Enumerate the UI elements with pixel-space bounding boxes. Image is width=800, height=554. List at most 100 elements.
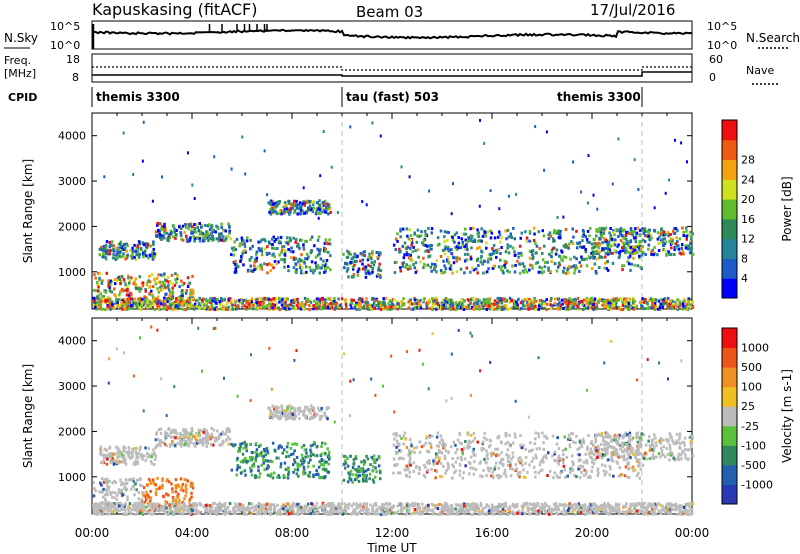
power-echo-cell <box>255 298 258 302</box>
power-echo-cell <box>495 301 499 305</box>
power-echo-cell <box>592 251 595 255</box>
power-echo-cell <box>482 298 486 302</box>
velocity-echo-cell <box>208 435 211 439</box>
power-echo-cell <box>585 296 589 300</box>
velocity-echo-cell <box>150 455 153 459</box>
power-echo-cell <box>105 257 108 261</box>
power-echo-cell <box>300 301 304 305</box>
power-echo-cell <box>619 226 623 230</box>
velocity-echo-cell <box>106 485 109 488</box>
power-echo-cell <box>228 229 231 233</box>
power-echo-cell <box>458 257 461 261</box>
velocity-echo-cell <box>613 438 616 442</box>
power-echo-cell <box>134 258 138 261</box>
velocity-echo-cell <box>318 476 322 480</box>
velocity-echo-cell <box>184 485 188 489</box>
velocity-echo-cell <box>175 483 179 487</box>
velocity-echo-cell <box>286 405 290 408</box>
velocity-echo-cell <box>309 404 313 408</box>
power-echo-cell <box>127 293 130 297</box>
power-echo-cell <box>487 257 490 261</box>
power-echo-cell <box>464 232 467 236</box>
power-echo-cell <box>331 299 335 303</box>
power-echo-cell <box>428 189 431 193</box>
power-echo-cell <box>301 306 305 310</box>
velocity-echo-cell <box>154 438 158 442</box>
velocity-echo-cell <box>363 474 367 478</box>
velocity-echo-cell <box>544 435 548 439</box>
velocity-echo-cell <box>312 453 315 457</box>
power-echo-cell <box>584 302 588 306</box>
power-echo-cell <box>684 244 687 248</box>
power-echo-cell <box>194 306 198 310</box>
power-echo-cell <box>364 268 367 272</box>
power-echo-cell <box>624 299 627 302</box>
velocity-echo-cell <box>120 453 124 457</box>
power-echo-cell <box>143 252 146 256</box>
power-echo-cell <box>361 200 364 204</box>
power-echo-cell <box>158 304 161 308</box>
velocity-echo-cell <box>131 447 134 451</box>
velocity-echo-cell <box>113 479 116 483</box>
velocity-echo-cell <box>165 444 168 448</box>
power-echo-cell <box>586 299 589 303</box>
power-echo-cell <box>106 295 110 299</box>
power-echo-cell <box>672 306 675 310</box>
power-echo-cell <box>534 304 537 308</box>
power-echo-cell <box>254 258 257 262</box>
power-echo-cell <box>367 269 370 273</box>
power-echo-cell <box>408 175 411 179</box>
power-ytick-label: 4000 <box>58 130 86 143</box>
velocity-echo-cell <box>111 490 114 494</box>
power-echo-cell <box>465 243 468 247</box>
velocity-echo-cell <box>436 461 439 465</box>
power-echo-cell <box>520 307 523 310</box>
velocity-echo-cell <box>164 432 167 436</box>
power-echo-cell <box>300 203 303 207</box>
power-echo-cell <box>132 305 136 309</box>
power-echo-cell <box>589 226 592 230</box>
power-ylabel: Slant Range [km] <box>21 159 35 263</box>
velocity-echo-cell <box>303 408 307 412</box>
velocity-echo-cell <box>309 444 313 448</box>
power-echo-cell <box>627 302 630 306</box>
power-echo-cell <box>503 259 506 263</box>
power-echo-cell <box>377 268 380 272</box>
power-echo-cell <box>299 238 302 242</box>
power-echo-cell <box>318 203 322 207</box>
velocity-echo-cell <box>228 437 232 441</box>
power-echo-cell <box>175 297 178 300</box>
power-echo-cell <box>375 251 378 254</box>
power-echo-cell <box>630 262 633 266</box>
velocity-echo-cell <box>301 456 305 460</box>
power-echo-cell <box>232 260 235 264</box>
power-echo-cell <box>285 307 289 311</box>
power-echo-cell <box>518 307 521 311</box>
velocity-echo-cell <box>622 450 625 454</box>
velocity-echo-cell <box>273 414 277 418</box>
power-echo-cell <box>644 230 647 233</box>
power-echo-cell <box>596 244 600 248</box>
power-echo-cell <box>105 246 108 250</box>
power-echo-cell <box>507 235 510 239</box>
power-echo-cell <box>497 248 500 251</box>
power-echo-cell <box>645 301 649 305</box>
power-echo-cell <box>182 300 186 304</box>
power-echo-cell <box>378 262 381 266</box>
power-echo-cell <box>680 252 683 256</box>
power-echo-cell <box>170 230 174 234</box>
power-echo-cell <box>144 249 147 253</box>
power-echo-cell <box>416 234 419 238</box>
power-echo-cell <box>245 305 249 309</box>
power-echo-cell <box>543 244 546 248</box>
power-echo-cell <box>283 207 286 211</box>
power-echo-cell <box>106 301 109 305</box>
power-echo-cell <box>413 298 417 302</box>
power-echo-cell <box>482 300 486 304</box>
power-echo-cell <box>590 251 593 255</box>
power-echo-cell <box>559 307 562 311</box>
power-echo-cell <box>318 199 321 203</box>
power-echo-cell <box>626 240 629 244</box>
power-echo-cell <box>657 242 660 245</box>
velocity-echo-cell <box>226 435 230 439</box>
